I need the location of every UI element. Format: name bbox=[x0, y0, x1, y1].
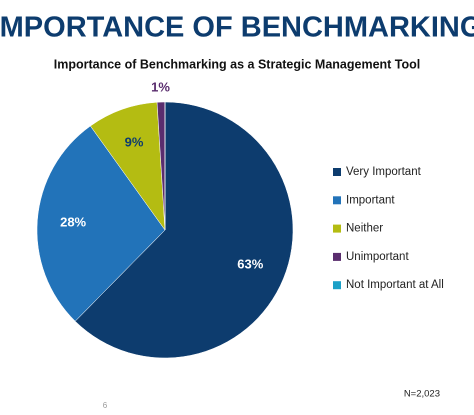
legend-label: Unimportant bbox=[346, 251, 409, 263]
data-label: 9% bbox=[125, 135, 144, 150]
page-number: 6 bbox=[103, 401, 108, 410]
legend-swatch bbox=[333, 281, 341, 290]
legend-swatch bbox=[333, 168, 341, 176]
page-title: IMPORTANCE OF BENCHMARKING bbox=[0, 12, 474, 44]
legend-swatch bbox=[333, 196, 341, 205]
data-label: 63% bbox=[237, 256, 263, 271]
data-label: 1% bbox=[151, 80, 170, 95]
legend-label: Very Important bbox=[346, 166, 422, 178]
pie-slice bbox=[36, 125, 166, 322]
legend-swatch bbox=[333, 252, 341, 261]
legend-label: Not Important at All bbox=[346, 279, 444, 291]
legend-label: Neither bbox=[346, 223, 383, 235]
chart-title: Importance of Benchmarking as a Strategi… bbox=[54, 57, 421, 71]
data-label: 28% bbox=[60, 214, 86, 229]
legend: Very Important Important Neither Unimportan… bbox=[333, 166, 444, 291]
pie-slice bbox=[74, 101, 294, 359]
legend-swatch bbox=[333, 224, 341, 233]
pie: 63% 28% 9% 1% bbox=[36, 80, 294, 359]
footnote: N=2,023 bbox=[404, 389, 440, 400]
legend-label: Important bbox=[346, 194, 395, 206]
